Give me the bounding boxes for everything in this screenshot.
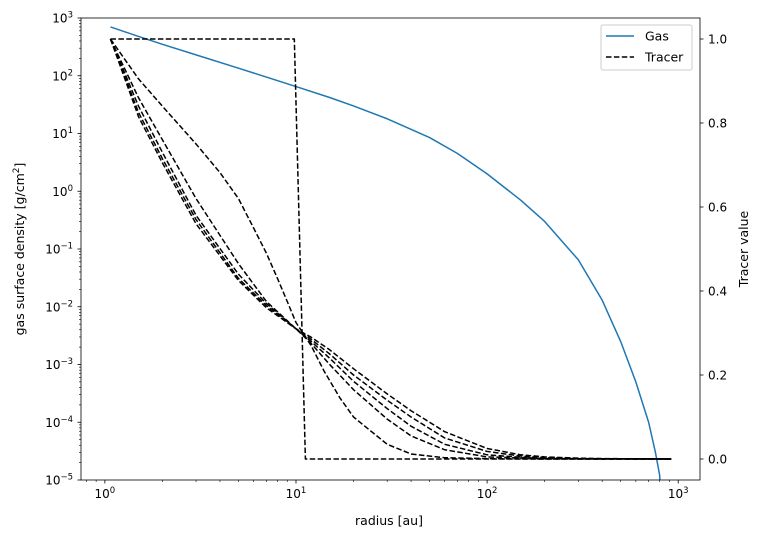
legend: Gas Tracer	[600, 24, 693, 71]
gas-density-line	[110, 26, 661, 480]
y-right-tick-label-0: 0.0	[708, 453, 727, 467]
tracer-line-3	[109, 38, 672, 460]
y-right-tick-label-3: 0.6	[708, 201, 727, 215]
tracer-line-5	[109, 38, 672, 460]
x-tick-label-0: 100	[95, 486, 116, 501]
tracer-line-1	[110, 38, 672, 460]
y-right-tick-label-1: 0.2	[708, 369, 727, 383]
y-left-tick-label-7: 102	[52, 68, 73, 83]
y-left-tick-label-4: 10−1	[45, 242, 73, 257]
y-left-tick-label-2: 10−3	[45, 357, 73, 372]
y-right-tick-label-5: 1.0	[708, 33, 727, 47]
series-layer	[109, 26, 672, 480]
tracer-line-6	[109, 38, 672, 460]
y-left-tick-label-8: 103	[52, 11, 73, 26]
y-right-tick-label-4: 0.8	[708, 117, 727, 131]
y-left-tick-label-5: 100	[52, 184, 73, 199]
x-axis-label: radius [au]	[355, 513, 423, 528]
y-left-axis-label: gas surface density [g/cm2]	[12, 163, 27, 336]
x-tick-label-1: 101	[286, 486, 307, 501]
y-right-tick-label-2: 0.4	[708, 285, 727, 299]
y-left-tick-label-0: 10−5	[45, 473, 73, 488]
y-right-axis-label: Tracer value	[736, 210, 751, 288]
legend-tracer-label: Tracer	[644, 50, 684, 65]
y-left-tick-label-1: 10−4	[45, 415, 73, 430]
tracer-line-2	[109, 38, 672, 460]
legend-gas-label: Gas	[645, 29, 669, 44]
y-left-tick-label-3: 10−2	[45, 299, 73, 314]
tracer-line-4	[109, 38, 672, 460]
y-left-tick-label-6: 101	[52, 126, 73, 141]
x-tick-label-2: 102	[477, 486, 498, 501]
x-tick-label-3: 103	[668, 486, 689, 501]
axes-layer: 100 101 102 103 10−5 10−4 10−3 10−2 10−1 100 101 10…	[45, 11, 727, 502]
